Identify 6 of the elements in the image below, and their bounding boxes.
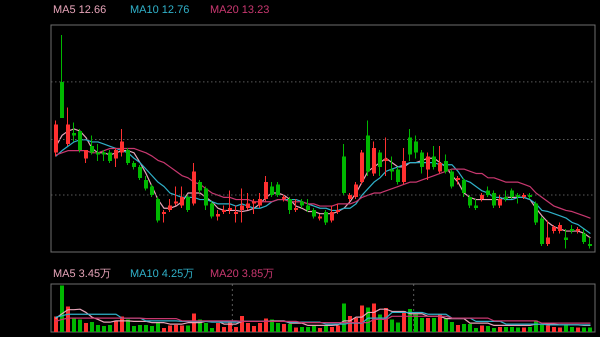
text: MA20 3.85万 xyxy=(210,268,274,280)
text: MA10 4.25万 xyxy=(130,268,194,280)
text: MA5 3.45万 xyxy=(53,268,112,280)
text: MA5 12.66 xyxy=(53,4,106,16)
text: MA10 12.76 xyxy=(130,4,190,16)
text: MA20 13.23 xyxy=(210,4,270,16)
